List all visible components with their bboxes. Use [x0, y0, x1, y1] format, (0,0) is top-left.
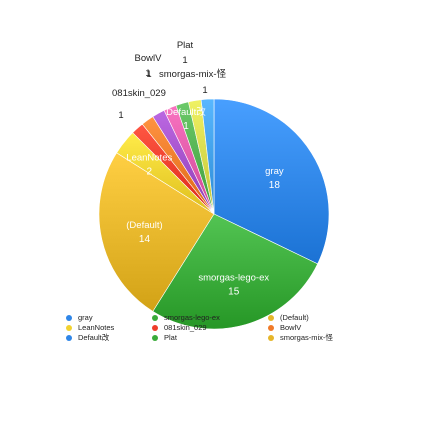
slice-label: smorgas-lego-ex [198, 273, 269, 284]
pie-slice-gray [213, 98, 330, 265]
legend-label: Plat [164, 333, 177, 342]
legend-label: gray [78, 313, 93, 322]
callout-label: smorgas-mix-怪 [159, 68, 227, 80]
legend-label: (Default) [280, 313, 309, 322]
legend-item: gray [66, 313, 152, 323]
legend-item: Plat [152, 333, 268, 343]
legend-label: smorgas-mix-怪 [280, 333, 333, 342]
pie-slice--default- [98, 152, 215, 312]
legend-swatch [66, 335, 72, 341]
legend-swatch [66, 325, 72, 331]
legend-item: smorgas-mix-怪 [268, 333, 366, 343]
legend-item: 081skin_029 [152, 323, 268, 333]
slice-value: 2 [146, 166, 152, 177]
callout-label: Plat [177, 40, 194, 51]
legend-swatch [268, 335, 274, 341]
legend-label: LeanNotes [78, 323, 115, 332]
legend-item: Default改 [66, 333, 152, 343]
legend-swatch [152, 325, 158, 331]
legend-label: 081skin_029 [164, 323, 207, 332]
callout-label: BowlV [135, 53, 163, 64]
legend: gray smorgas-lego-ex (Default) LeanNotes 081… [66, 313, 366, 343]
pie-slice-smorgas-lego-ex [152, 213, 319, 330]
callout-value: 1 [146, 69, 151, 80]
legend-label: Default改 [78, 333, 110, 342]
legend-item: LeanNotes [66, 323, 152, 333]
legend-item: (Default) [268, 313, 366, 323]
legend-swatch [152, 335, 158, 341]
legend-swatch [268, 315, 274, 321]
callout-value: 1 [202, 85, 207, 96]
legend-swatch [268, 325, 274, 331]
legend-item: smorgas-lego-ex [152, 313, 268, 323]
legend-item: BowlV [268, 323, 366, 333]
legend-label: smorgas-lego-ex [164, 313, 220, 322]
callout-value: 1 [182, 55, 187, 66]
callout-value: 1 [118, 110, 123, 121]
slice-label: Default改 [166, 106, 206, 118]
slice-label: (Default) [126, 220, 162, 231]
slice-label: LeanNotes [126, 152, 172, 163]
legend-swatch [152, 315, 158, 321]
legend-swatch [66, 315, 72, 321]
slice-value: 18 [269, 180, 281, 191]
slice-label: gray [265, 166, 284, 177]
slice-value: 1 [183, 121, 189, 132]
callout-value: 1 [145, 68, 150, 79]
pie-slice-unlabeled-10 [200, 98, 215, 215]
callout-label: 081skin_029 [112, 88, 166, 99]
legend-label: BowlV [280, 323, 302, 332]
slice-value: 14 [139, 234, 151, 245]
slice-value: 15 [228, 287, 240, 298]
